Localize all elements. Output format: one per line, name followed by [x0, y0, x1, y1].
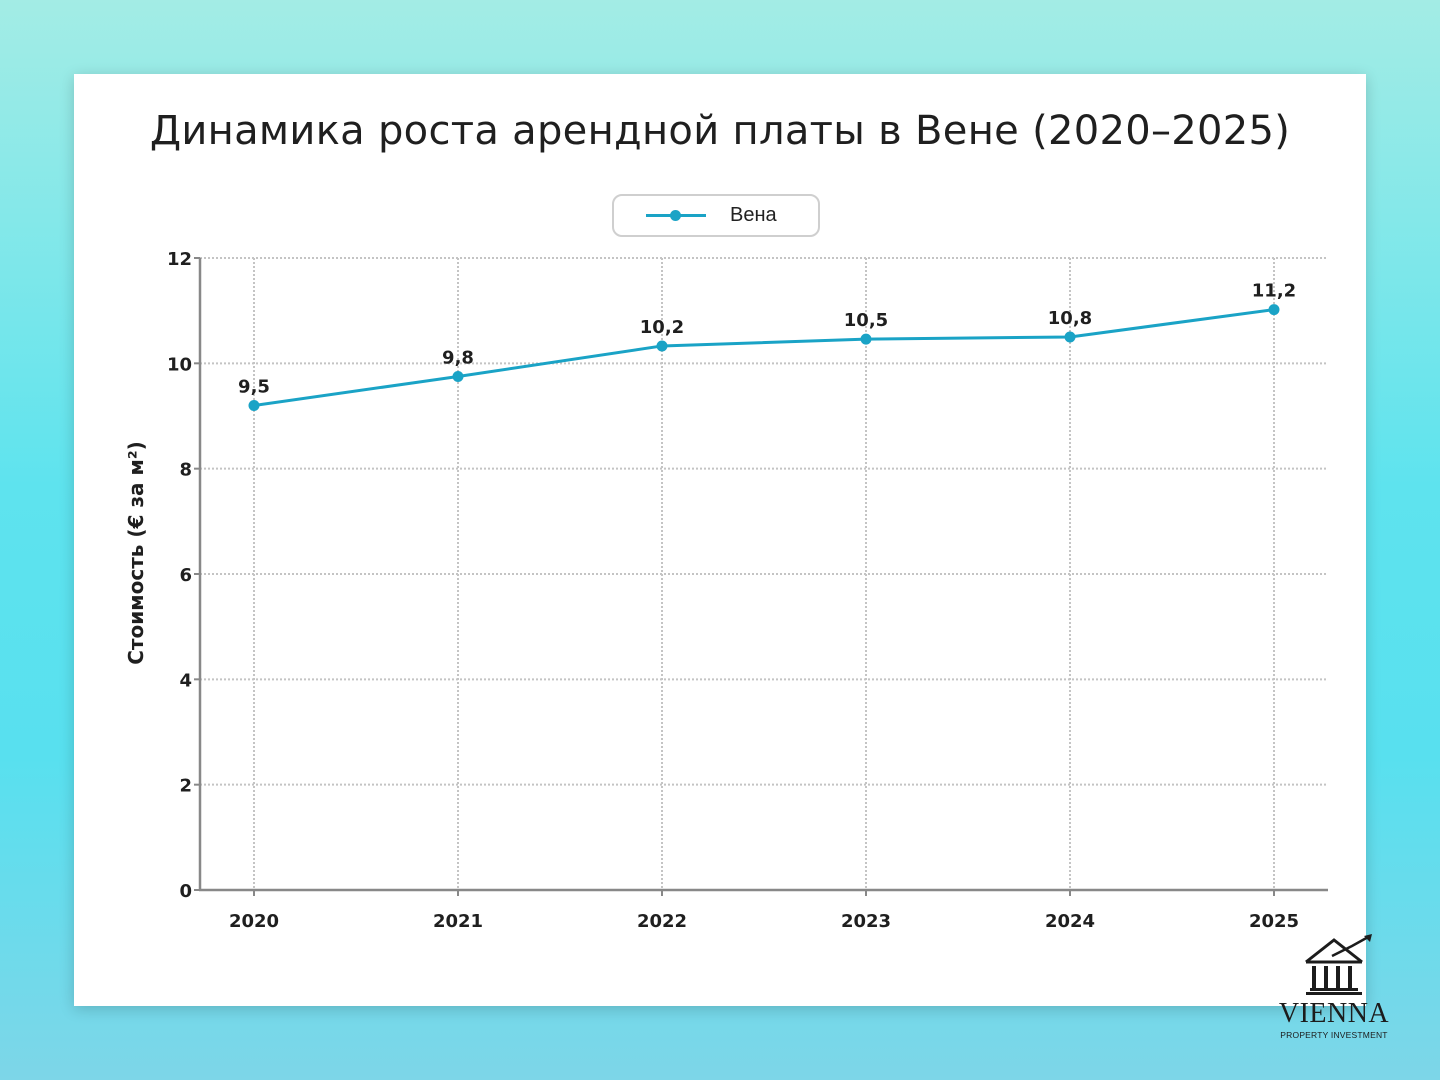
x-tick-label: 2020: [229, 911, 279, 932]
x-tick-label: 2023: [841, 911, 891, 932]
vienna-logo: VIENNA PROPERTY INVESTMENT: [1272, 932, 1396, 1044]
x-tick-label: 2022: [637, 911, 687, 932]
logo-wordmark: VIENNA: [1278, 998, 1390, 1029]
y-axis-title: Стоимость (€ за м²): [124, 441, 148, 665]
tick-labels: 0 2 4 6 8 10 12 2020 2021 2022 2023 2024 2025: [167, 249, 1299, 932]
data-label: 9,5: [238, 376, 270, 397]
data-point[interactable]: [452, 371, 464, 382]
y-tick-label: 6: [179, 565, 192, 586]
x-tick-label: 2024: [1045, 911, 1095, 932]
building-arrow-icon: [1305, 934, 1372, 995]
series-vena: [248, 304, 1280, 411]
data-point[interactable]: [1268, 304, 1280, 316]
series-line: [253, 308, 1275, 407]
y-tick-label: 2: [179, 776, 192, 797]
chart-title: Динамика роста арендной платы в Вене (20…: [149, 108, 1291, 154]
data-point[interactable]: [248, 399, 260, 411]
legend-label: Вена: [730, 204, 777, 226]
x-tick-label: 2021: [433, 911, 483, 932]
x-tick-label: 2025: [1249, 911, 1299, 932]
grid-lines: [200, 257, 1328, 890]
data-label: 10,5: [844, 310, 888, 331]
data-labels: 9,5 9,8 10,2 10,5 10,8 11,2: [238, 281, 1296, 398]
data-label: 9,8: [442, 348, 474, 369]
data-label: 10,2: [640, 317, 684, 338]
legend[interactable]: Вена: [612, 194, 820, 237]
data-point[interactable]: [1064, 331, 1076, 343]
y-tick-label: 4: [179, 670, 192, 691]
y-tick-label: 8: [179, 460, 192, 481]
data-point[interactable]: [860, 333, 872, 345]
data-label: 11,2: [1252, 281, 1296, 302]
logo-subtitle: PROPERTY INVESTMENT: [1280, 1030, 1388, 1040]
data-label: 10,8: [1048, 308, 1092, 329]
legend-dot-marker: [670, 210, 681, 221]
y-tick-label: 0: [179, 881, 192, 902]
y-tick-label: 12: [167, 249, 192, 270]
data-point[interactable]: [656, 340, 668, 352]
axes: [194, 257, 1328, 896]
y-tick-label: 10: [167, 354, 192, 375]
